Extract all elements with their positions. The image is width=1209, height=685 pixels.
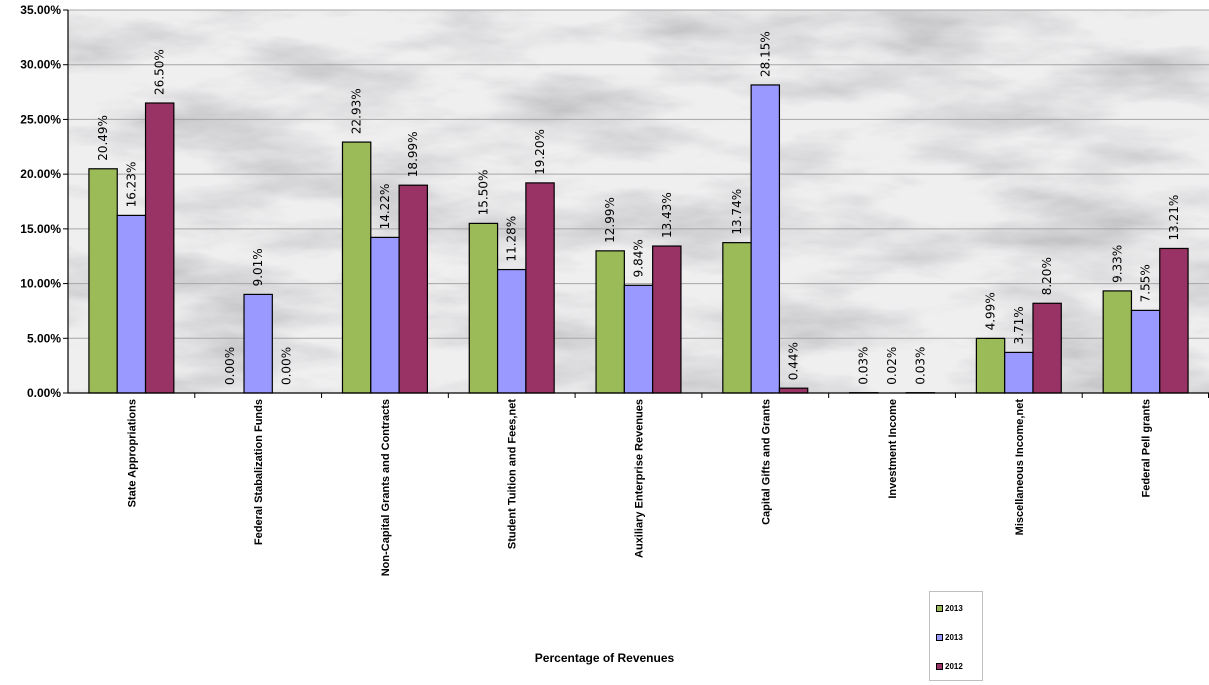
y-axis-tick-label: 5.00% (27, 331, 61, 345)
bar (1004, 351, 1034, 394)
legend: 2013 2013 2012 (929, 591, 983, 681)
x-axis-category-label: Federal Pell grants (1141, 399, 1153, 497)
y-axis-tick-label: 20.00% (20, 167, 61, 181)
data-label: 26.50% (153, 49, 167, 95)
data-label: 0.03% (913, 347, 927, 385)
x-axis-category-label: Auxiliary Enterprise Revenues (634, 399, 646, 558)
data-label: 20.49% (96, 115, 110, 161)
data-label: 3.71% (1012, 306, 1026, 344)
bar (1130, 309, 1161, 394)
data-label: 9.84% (632, 239, 646, 277)
data-label: 0.44% (787, 342, 801, 380)
data-label: 28.15% (758, 31, 772, 77)
data-label: 4.99% (984, 292, 998, 330)
data-label: 16.23% (124, 162, 138, 208)
bar (525, 182, 555, 394)
data-label: 14.22% (378, 184, 392, 230)
data-label: 15.50% (476, 170, 490, 216)
x-axis-title: Percentage of Revenues (534, 651, 675, 665)
x-axis-category-label: Non-Capital Grants and Contracts (380, 399, 392, 576)
bar (975, 337, 1006, 394)
y-axis-tick-label: 15.00% (20, 222, 61, 236)
bar (1159, 247, 1189, 394)
bar (116, 214, 147, 394)
legend-item-series-1: 2013 (936, 602, 963, 614)
legend-label-series-3: 2012 (945, 661, 963, 671)
bar (496, 268, 527, 394)
data-label: 7.55% (1139, 264, 1153, 302)
x-axis-category-labels: State Appropriations Federal Stabalizatio… (126, 399, 1152, 577)
data-label: 0.02% (885, 347, 899, 385)
bar (1032, 302, 1062, 394)
bar (652, 245, 682, 394)
data-label: 8.20% (1040, 257, 1054, 295)
bar (722, 242, 752, 394)
bar (243, 293, 273, 394)
bar (595, 250, 625, 394)
data-label: 18.99% (406, 131, 420, 177)
x-axis-category-label: Investment Income (887, 399, 899, 499)
bar (778, 387, 809, 394)
y-axis-tick-label: 10.00% (20, 277, 61, 291)
data-label: 0.00% (279, 347, 293, 385)
bar (468, 222, 499, 394)
x-axis-category-label: Capital Gifts and Grants (760, 399, 772, 525)
legend-swatch-series-1 (936, 604, 943, 612)
legend-label-series-2: 2013 (945, 632, 963, 642)
axes (67, 10, 1209, 394)
legend-label-series-1: 2013 (945, 603, 963, 613)
bar (623, 284, 654, 394)
data-label: 19.20% (533, 129, 547, 175)
data-label: 11.28% (505, 216, 519, 262)
bars (88, 84, 1189, 394)
legend-item-series-3: 2012 (936, 660, 963, 672)
y-axis-tick-labels: 0.00% 5.00% 10.00% 15.00% 20.00% 25.00% 30.00%… (20, 3, 61, 400)
gridlines (63, 9, 1209, 398)
data-labels: 20.49% 16.23% 26.50% 0.00% 9.01% 0.00% 22.93% 1… (96, 31, 1181, 385)
x-axis-category-label: Federal Stabalization Funds (253, 399, 265, 545)
data-label: 13.74% (730, 189, 744, 235)
bar (341, 141, 372, 394)
x-axis-category-label: Student Tuition and Fees,net (507, 399, 519, 549)
x-axis-category-label: Miscellaneous Income,net (1014, 399, 1026, 536)
bar (1102, 290, 1133, 394)
y-axis-tick-label: 35.00% (20, 3, 61, 17)
data-label: 13.21% (1167, 195, 1181, 241)
y-axis-tick-label: 25.00% (20, 112, 61, 126)
y-axis-tick-label: 0.00% (27, 386, 61, 400)
data-label: 0.00% (223, 347, 237, 385)
legend-swatch-series-2 (936, 633, 943, 641)
bar (398, 184, 428, 394)
data-label: 9.33% (1110, 245, 1124, 283)
legend-swatch-series-3 (936, 662, 943, 670)
legend-item-series-2: 2013 (936, 631, 963, 643)
data-label: 13.43% (660, 192, 674, 238)
y-axis-tick-label: 30.00% (20, 58, 61, 72)
x-axis-category-label: State Appropriations (126, 399, 138, 507)
bar (370, 236, 400, 394)
data-label: 22.93% (350, 88, 364, 134)
data-label: 0.03% (857, 347, 871, 385)
data-label: 12.99% (603, 197, 617, 243)
bar (750, 84, 781, 394)
data-label: 9.01% (251, 248, 265, 286)
bar (88, 168, 118, 394)
bar (144, 102, 175, 394)
